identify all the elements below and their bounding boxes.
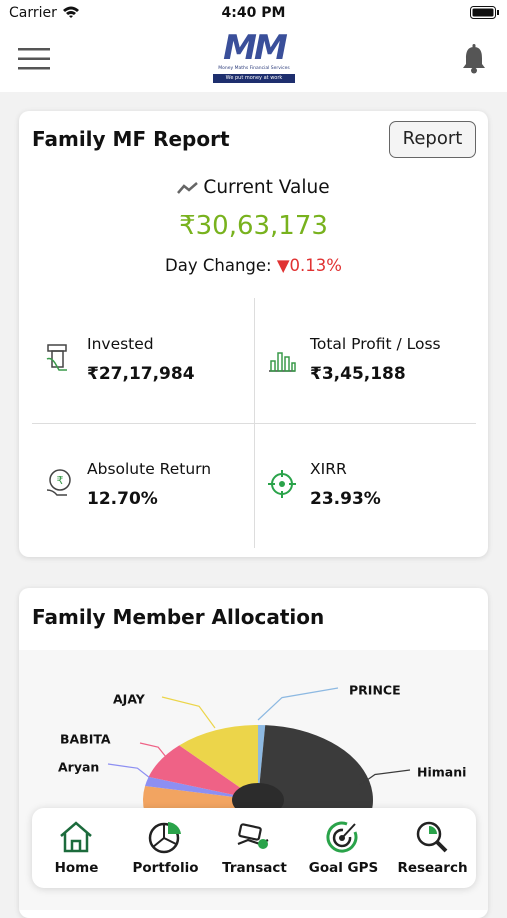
stat-label: XIRR <box>310 460 347 478</box>
stat-value: ₹27,17,984 <box>87 364 195 384</box>
wifi-icon <box>63 6 79 18</box>
nav-label: Research <box>397 860 468 876</box>
nav-label: Transact <box>222 860 287 876</box>
logo-tagline: We put money at work <box>213 74 295 83</box>
day-change-label: Day Change: <box>165 256 272 275</box>
portfolio-icon <box>148 822 181 854</box>
nav-research[interactable]: Research <box>388 808 476 888</box>
leader-line <box>107 763 151 779</box>
return-icon: ₹ <box>46 469 71 496</box>
battery-icon <box>470 6 499 19</box>
xirr-icon <box>268 470 296 498</box>
notification-bell[interactable] <box>460 44 488 74</box>
profit-icon <box>269 352 296 372</box>
slice-label: AJAY <box>113 692 146 707</box>
slice-label: BABITA <box>60 732 111 747</box>
card-title: Family MF Report <box>32 127 230 151</box>
stat-label: Total Profit / Loss <box>310 335 441 353</box>
nav-home[interactable]: Home <box>32 808 121 888</box>
stat-value: ₹3,45,188 <box>310 364 406 384</box>
nav-label: Portfolio <box>132 860 199 876</box>
stat-value: 23.93% <box>310 489 381 509</box>
current-value: ₹30,63,173 <box>179 211 328 241</box>
slice-label: Aryan <box>58 760 99 775</box>
nav-label: Home <box>54 860 99 876</box>
leader-line <box>161 696 216 729</box>
top-bar: Carrier 4:40 PM MM Money Maths Financial… <box>0 0 507 92</box>
trend-icon <box>177 182 199 194</box>
card-title: Family Member Allocation <box>32 605 325 629</box>
logo-subtitle: Money Maths Financial Services <box>218 66 290 71</box>
bottom-nav: Home Portfolio Transact Goal GPS Researc… <box>32 808 476 888</box>
carrier: Carrier <box>9 5 57 21</box>
stat-value: 12.70% <box>87 489 158 509</box>
svg-text:₹: ₹ <box>57 474 64 487</box>
slice-label: PRINCE <box>349 683 401 698</box>
nav-label: Goal GPS <box>308 860 379 876</box>
day-change-row: Day Change: ▼0.13% <box>19 256 488 275</box>
pie-slice <box>258 725 266 800</box>
slice-label: Himani <box>417 765 466 780</box>
pie-slice <box>145 776 258 800</box>
research-icon <box>416 821 448 853</box>
leader-line <box>257 687 339 721</box>
home-icon <box>60 821 92 853</box>
invested-icon <box>46 344 67 371</box>
transact-icon <box>237 823 269 849</box>
goal-gps-icon <box>326 821 358 853</box>
leader-line <box>139 742 167 758</box>
pie-slice <box>148 745 258 800</box>
nav-transact[interactable]: Transact <box>210 808 299 888</box>
current-value-label: Current Value <box>203 177 330 198</box>
stat-label: Invested <box>87 335 154 353</box>
logo-mark: MM <box>223 28 288 68</box>
nav-goal-gps[interactable]: Goal GPS <box>299 808 388 888</box>
leader-line <box>359 769 411 786</box>
current-value-row: Current Value <box>19 177 488 198</box>
day-change: ▼0.13% <box>276 256 342 275</box>
divider <box>32 423 476 424</box>
menu-button[interactable] <box>18 47 50 71</box>
pie-slice <box>179 725 258 800</box>
time: 4:40 PM <box>221 5 286 21</box>
logo: MM Money Maths Financial Services We put… <box>211 28 297 86</box>
report-button[interactable]: Report <box>389 121 476 158</box>
report-card: Family MF Report Report Current Value ₹3… <box>19 111 488 557</box>
stat-label: Absolute Return <box>87 460 212 478</box>
nav-portfolio[interactable]: Portfolio <box>121 808 210 888</box>
